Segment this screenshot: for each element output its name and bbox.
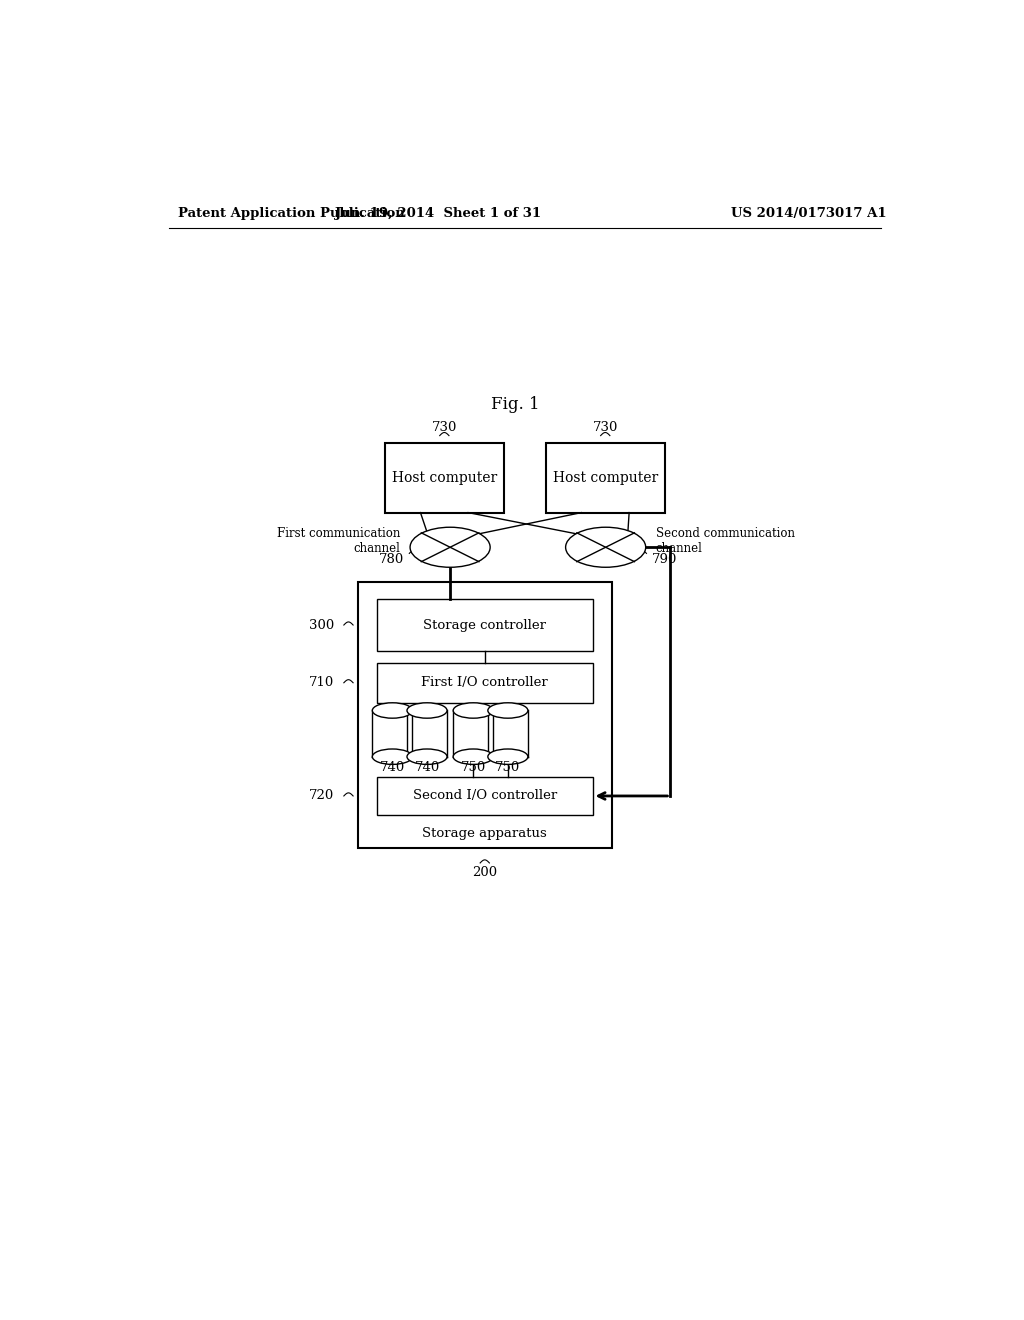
Text: 710: 710 [309,676,335,689]
Ellipse shape [487,702,528,718]
Text: 750: 750 [461,760,485,774]
Ellipse shape [407,702,447,718]
Text: Second communication
channel: Second communication channel [655,527,795,556]
Text: 780: 780 [379,553,403,566]
Ellipse shape [373,748,413,764]
Ellipse shape [454,702,494,718]
Text: US 2014/0173017 A1: US 2014/0173017 A1 [731,207,887,220]
Text: Second I/O controller: Second I/O controller [413,789,557,803]
Text: First communication
channel: First communication channel [276,527,400,556]
Text: Storage controller: Storage controller [423,619,546,631]
Text: Storage apparatus: Storage apparatus [422,828,547,841]
Ellipse shape [454,748,494,764]
Ellipse shape [565,527,646,568]
Text: Host computer: Host computer [553,471,657,484]
Bar [357,582,611,847]
Ellipse shape [373,702,413,718]
Bar [385,444,504,512]
Bar [377,776,593,816]
Ellipse shape [487,748,528,764]
Text: 740: 740 [380,760,404,774]
Ellipse shape [410,527,490,568]
Text: Patent Application Publication: Patent Application Publication [178,207,406,220]
Text: 790: 790 [652,553,677,566]
Text: 750: 750 [496,760,520,774]
Text: Host computer: Host computer [392,471,497,484]
Text: 300: 300 [309,619,335,631]
Text: Fig. 1: Fig. 1 [492,396,540,413]
Text: 720: 720 [309,789,335,803]
Text: First I/O controller: First I/O controller [422,676,548,689]
Text: 200: 200 [472,866,498,879]
Text: Jun. 19, 2014  Sheet 1 of 31: Jun. 19, 2014 Sheet 1 of 31 [336,207,542,220]
Bar [377,599,593,651]
Text: 730: 730 [432,421,457,434]
Bar [546,444,665,512]
Text: 740: 740 [415,760,439,774]
Ellipse shape [407,748,447,764]
Text: 730: 730 [593,421,617,434]
Bar [377,663,593,702]
